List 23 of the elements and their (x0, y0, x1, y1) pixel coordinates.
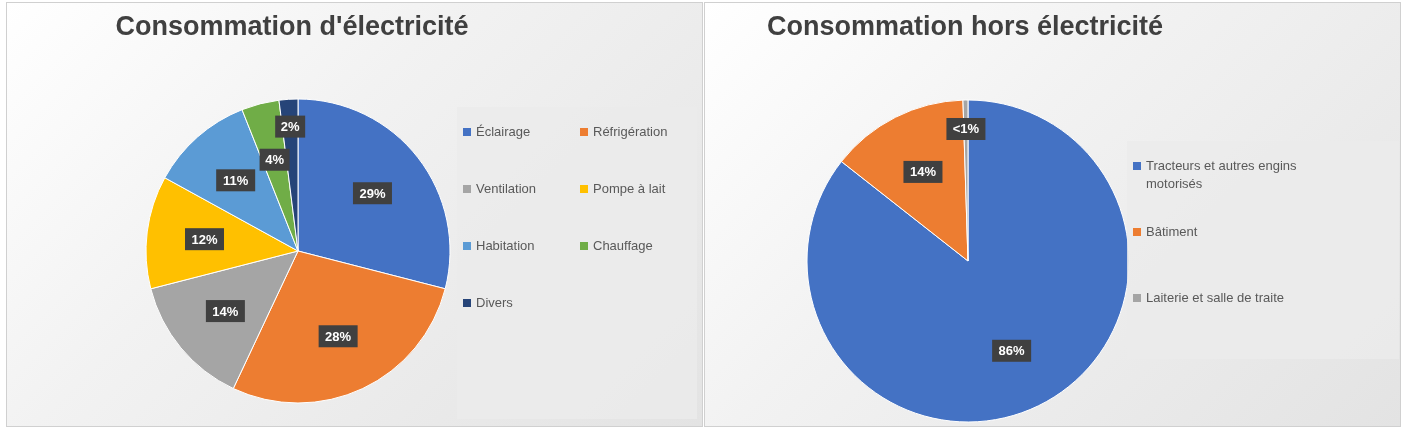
legend-label: Pompe à lait (593, 180, 666, 198)
chart-title: Consommation hors électricité (765, 11, 1165, 42)
data-label: 11% (223, 172, 249, 188)
data-label: 28% (325, 328, 352, 344)
data-label: 4% (265, 152, 285, 168)
legend-label: Réfrigération (593, 123, 668, 141)
data-label: 86% (998, 343, 1026, 359)
legend-label: Éclairage (476, 123, 531, 141)
data-label: 14% (909, 164, 937, 180)
legend-label: Tracteurs et autres engins motorisés (1146, 157, 1298, 193)
legend-label: Divers (476, 294, 513, 312)
data-label: 29% (359, 185, 386, 201)
pie-slice (806, 99, 1130, 423)
data-label: <1% (952, 121, 980, 137)
legend-label: Habitation (476, 237, 535, 255)
data-label: 2% (280, 119, 301, 135)
legend-label: Ventilation (476, 180, 536, 198)
data-label: 14% (212, 303, 239, 319)
legend-label: Chauffage (593, 237, 653, 255)
legend-label: Laiterie et salle de traite (1146, 289, 1285, 307)
legend-label: Bâtiment (1146, 223, 1198, 241)
data-label: 12% (191, 231, 218, 247)
chart-title: Consommation d'électricité (114, 11, 470, 42)
